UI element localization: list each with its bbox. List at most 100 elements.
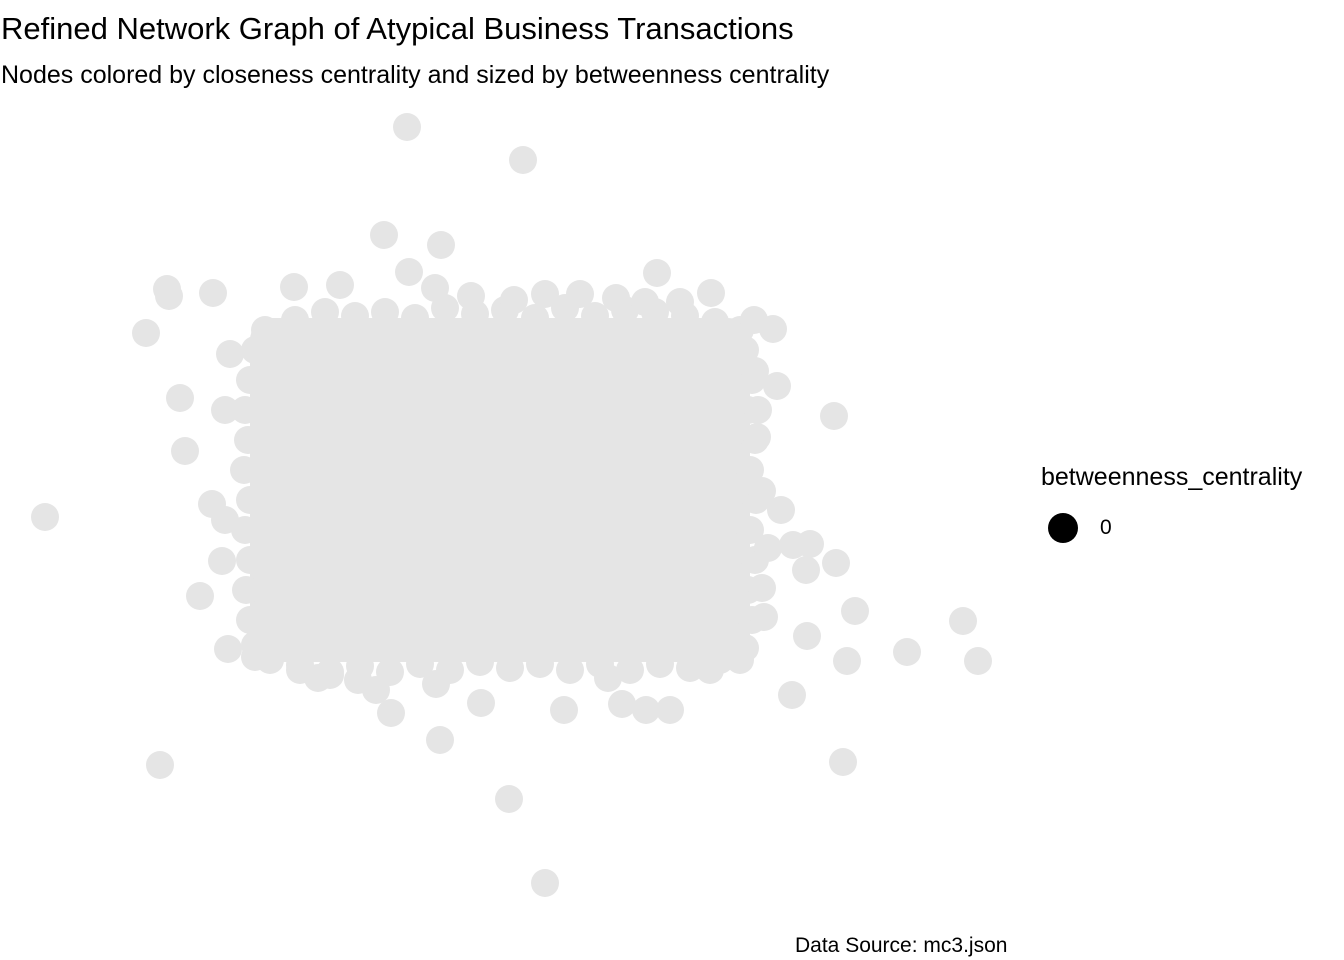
network-node — [401, 304, 429, 332]
network-node — [496, 654, 524, 682]
network-node — [171, 437, 199, 465]
network-node — [748, 477, 776, 505]
network-node — [236, 486, 264, 514]
network-node — [236, 546, 264, 574]
network-node — [216, 340, 244, 368]
network-node — [793, 622, 821, 650]
network-node — [696, 656, 724, 684]
network-node — [531, 869, 559, 897]
network-node — [550, 696, 578, 724]
legend-key-label: 0 — [1100, 516, 1112, 539]
network-node — [829, 748, 857, 776]
network-node — [608, 690, 636, 718]
network-node — [155, 282, 183, 310]
network-node — [370, 221, 398, 249]
network-node — [526, 650, 554, 678]
plot-caption: Data Source: mc3.json — [795, 934, 1008, 957]
network-node — [594, 664, 622, 692]
network-node — [236, 366, 264, 394]
network-node — [421, 274, 449, 302]
network-node — [792, 556, 820, 584]
network-node — [214, 635, 242, 663]
network-node — [132, 319, 160, 347]
network-node — [457, 282, 485, 310]
network-node — [230, 456, 258, 484]
network-node — [234, 426, 262, 454]
network-node — [556, 656, 584, 684]
network-node — [500, 286, 528, 314]
network-node — [822, 549, 850, 577]
network-node — [393, 113, 421, 141]
network-node — [796, 530, 824, 558]
network-node — [643, 259, 671, 287]
network-node — [964, 647, 992, 675]
network-node — [602, 284, 630, 312]
network-node — [495, 785, 523, 813]
network-node — [697, 279, 725, 307]
network-node — [701, 308, 729, 336]
network-node — [236, 606, 264, 634]
network-node — [631, 288, 659, 316]
network-node — [748, 574, 776, 602]
network-node — [326, 271, 354, 299]
node-layer — [31, 113, 992, 897]
network-node — [208, 547, 236, 575]
network-node — [750, 603, 778, 631]
network-node — [427, 231, 455, 259]
network-node — [833, 647, 861, 675]
network-node — [731, 336, 759, 364]
network-node — [211, 506, 239, 534]
network-node — [726, 646, 754, 674]
network-node — [232, 576, 260, 604]
network-node — [759, 315, 787, 343]
network-node — [467, 689, 495, 717]
network-node — [146, 751, 174, 779]
network-node — [736, 516, 764, 544]
network-node — [231, 396, 259, 424]
network-node — [741, 357, 769, 385]
network-node — [581, 302, 609, 330]
network-node — [341, 302, 369, 330]
network-node — [371, 298, 399, 326]
network-node — [531, 280, 559, 308]
network-node — [656, 696, 684, 724]
network-node — [241, 643, 269, 671]
legend-title: betweenness_centrality — [1041, 463, 1303, 491]
network-node — [280, 273, 308, 301]
network-node — [521, 304, 549, 332]
network-node — [406, 650, 434, 678]
plot-subtitle: Nodes colored by closeness centrality an… — [1, 61, 830, 89]
network-node — [31, 503, 59, 531]
network-node — [646, 650, 674, 678]
network-node — [377, 699, 405, 727]
network-node — [241, 336, 269, 364]
network-node — [211, 396, 239, 424]
network-node — [778, 681, 806, 709]
network-node — [395, 258, 423, 286]
network-node — [466, 648, 494, 676]
network-node — [426, 726, 454, 754]
network-node — [893, 638, 921, 666]
plot-title: Refined Network Graph of Atypical Busine… — [1, 11, 794, 46]
network-node — [166, 384, 194, 412]
network-node — [736, 456, 764, 484]
network-node — [666, 288, 694, 316]
network-node — [422, 670, 450, 698]
network-node — [743, 423, 771, 451]
network-node — [311, 298, 339, 326]
network-node — [316, 661, 344, 689]
network-node — [754, 534, 782, 562]
network-node — [199, 279, 227, 307]
network-node — [949, 607, 977, 635]
network-node — [566, 280, 594, 308]
network-node — [820, 402, 848, 430]
network-node — [632, 696, 660, 724]
network-node — [767, 496, 795, 524]
dense-node-cluster — [250, 318, 750, 662]
network-node — [186, 582, 214, 610]
legend-key-dot — [1048, 513, 1078, 543]
network-node — [509, 146, 537, 174]
network-node — [281, 306, 309, 334]
